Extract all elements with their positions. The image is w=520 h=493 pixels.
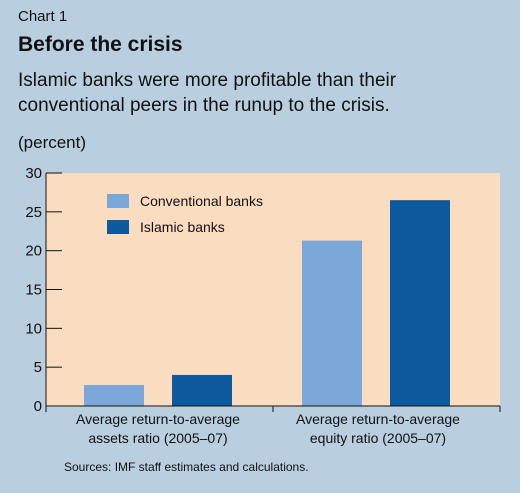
legend-swatch-conventional	[107, 194, 129, 208]
y-axis: 0 5 10 15 20 25 30	[25, 165, 501, 415]
chart-subtitle: Islamic banks were more profitable than …	[18, 70, 397, 116]
x-category-label: assets ratio (2005–07)	[88, 430, 227, 446]
y-axis-unit-label: (percent)	[18, 133, 87, 152]
y-tick-label: 15	[25, 282, 42, 299]
bar-conventional-1	[84, 385, 144, 406]
bar-islamic-1	[172, 374, 232, 406]
legend: Conventional banks Islamic banks	[107, 193, 263, 235]
bar-islamic-2	[390, 200, 450, 406]
y-tick-label: 5	[34, 359, 42, 376]
x-axis-categories: Average return-to-average assets ratio (2…	[76, 411, 460, 446]
bar-conventional-2	[302, 240, 362, 406]
bars-group	[84, 200, 450, 406]
y-tick-label: 10	[25, 320, 42, 337]
x-category-label: Average return-to-average	[296, 411, 460, 427]
legend-label-islamic: Islamic banks	[140, 219, 225, 235]
source-note: Sources: IMF staff estimates and calcula…	[64, 460, 309, 474]
y-tick-label: 20	[25, 243, 42, 260]
y-tick-label: 0	[34, 398, 42, 415]
y-tick-label: 30	[25, 165, 42, 182]
x-category-label: equity ratio (2005–07)	[310, 430, 446, 446]
legend-swatch-islamic	[107, 220, 129, 234]
chart-label: Chart 1	[18, 8, 68, 25]
chart-title: Before the crisis	[18, 33, 183, 56]
legend-label-conventional: Conventional banks	[140, 193, 263, 209]
x-category-label: Average return-to-average	[76, 411, 240, 427]
y-tick-label: 25	[25, 204, 42, 221]
